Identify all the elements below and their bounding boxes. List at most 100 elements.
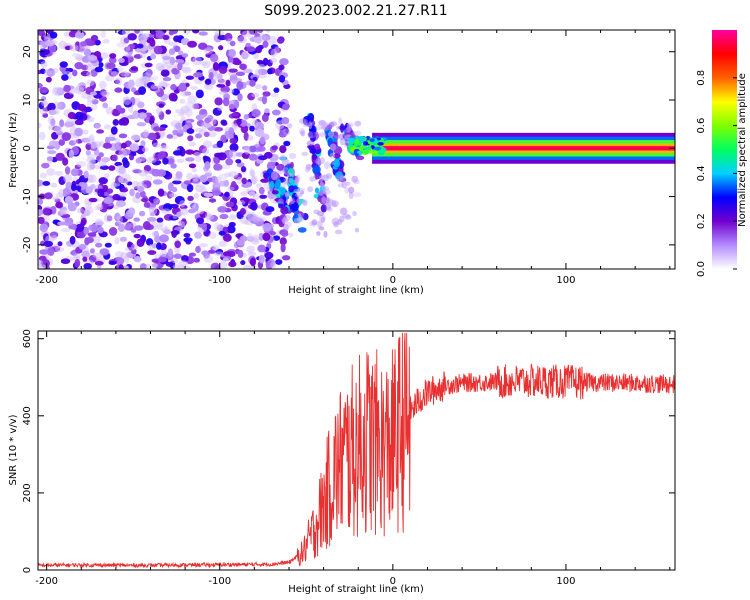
noise-blob [203, 47, 214, 55]
noise-blob [262, 222, 272, 232]
noise-blob [87, 55, 98, 61]
noise-blob [202, 60, 211, 69]
noise-blob [278, 75, 286, 83]
faint-blob [331, 200, 340, 207]
noise-blob [270, 57, 277, 64]
noise-blob [115, 251, 124, 258]
noise-blob [87, 232, 97, 237]
noise-blob [188, 252, 196, 257]
noise-blob [143, 164, 152, 172]
noise-blob [229, 143, 239, 152]
noise-blob [227, 56, 234, 66]
noise-blob [145, 238, 154, 246]
noise-blob [75, 84, 85, 92]
noise-blob [70, 168, 79, 177]
noise-blob [147, 216, 157, 222]
noise-blob [119, 236, 128, 242]
noise-blob [152, 75, 159, 81]
faint-blob [353, 192, 362, 198]
noise-blob [136, 238, 145, 247]
noise-blob [49, 31, 58, 39]
noise-blob [168, 193, 177, 198]
noise-blob [141, 146, 149, 153]
noise-blob [133, 256, 142, 263]
noise-blob [74, 31, 85, 39]
noise-blob [188, 141, 197, 147]
faint-blob [348, 192, 354, 200]
noise-blob [196, 210, 204, 215]
noise-blob [86, 64, 96, 71]
spectrogram-signal-line [347, 132, 675, 164]
noise-blob [101, 90, 110, 98]
noise-blob [60, 228, 71, 233]
transition-blob [275, 179, 281, 189]
transition-blob [339, 123, 345, 133]
noise-blob [187, 135, 194, 142]
noise-blob [248, 251, 257, 257]
noise-blob [159, 234, 169, 243]
faint-blob [329, 152, 336, 159]
noise-blob [74, 62, 84, 70]
x-tick-label: 100 [556, 275, 575, 286]
noise-blob [38, 198, 44, 205]
noise-blob [114, 87, 123, 93]
noise-blob [205, 170, 213, 178]
noise-blob [77, 103, 87, 111]
noise-blob [91, 235, 102, 244]
noise-blob [259, 194, 268, 199]
noise-blob [54, 247, 65, 252]
noise-blob [133, 233, 141, 239]
faint-blob [318, 132, 327, 137]
snr-x-axis-label: Height of straight line (km) [288, 584, 424, 595]
noise-blob [168, 92, 177, 102]
noise-blob [78, 47, 86, 54]
noise-blob [115, 77, 123, 86]
spectrogram-x-axis-label: Height of straight line (km) [288, 285, 424, 296]
noise-blob [179, 221, 186, 228]
noise-blob [73, 139, 79, 144]
noise-blob [232, 123, 239, 131]
noise-blob [188, 163, 197, 169]
noise-blob [83, 226, 90, 235]
noise-blob [96, 129, 105, 134]
noise-blob [42, 207, 51, 216]
noise-blob [251, 93, 260, 98]
noise-blob [182, 265, 191, 269]
noise-blob [195, 127, 204, 133]
noise-blob [69, 235, 76, 245]
noise-blob [158, 103, 165, 108]
noise-blob [125, 45, 131, 52]
noise-blob [278, 64, 285, 71]
noise-blob [150, 53, 157, 60]
noise-blob [38, 131, 46, 141]
noise-blob [126, 209, 135, 218]
noise-blob [152, 179, 163, 185]
noise-blob [123, 96, 132, 106]
noise-blob [226, 250, 236, 258]
snr-background [38, 331, 675, 570]
noise-blob [41, 162, 50, 169]
faint-blob [316, 231, 321, 236]
transition-blob [309, 148, 317, 154]
faint-blob [327, 130, 335, 138]
spectrogram-x-ticks: -200 -100 0 100 [35, 30, 671, 286]
snr-x-ticks: -200 -100 0 100 [35, 331, 671, 587]
noise-blob [97, 188, 105, 198]
noise-blob [86, 156, 95, 164]
noise-blob [168, 30, 175, 36]
noise-blob [276, 37, 284, 44]
noise-blob [242, 68, 253, 74]
noise-blob [212, 190, 222, 196]
faint-blob [306, 140, 315, 147]
noise-blob [51, 234, 58, 241]
noise-blob [139, 75, 146, 85]
noise-blob [194, 231, 202, 239]
faint-blob [352, 210, 357, 217]
noise-blob [249, 30, 258, 35]
noise-blob [283, 140, 291, 147]
x-tick-label: -200 [35, 576, 58, 587]
noise-blob [62, 157, 69, 166]
noise-blob [195, 245, 201, 254]
noise-blob [163, 229, 172, 235]
faint-blob [282, 167, 289, 175]
